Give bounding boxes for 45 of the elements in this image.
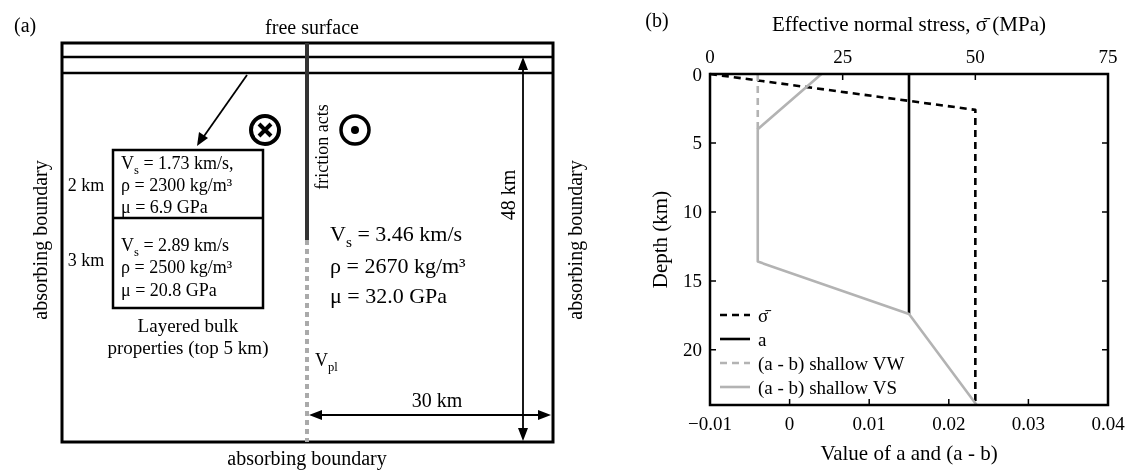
legend-label: (a - b) shallow VS [758, 376, 897, 399]
text: properties (top 5 km) [107, 336, 269, 359]
legend-label: a [758, 328, 767, 350]
text: V$_{s}$ = 3.46 km/s [330, 220, 463, 250]
x2-tick-label: 75 [1098, 45, 1118, 67]
y-tick-label: 20 [683, 339, 702, 361]
text: μ = 6.9 GPa [121, 197, 208, 217]
legend-label: (a - b) shallow VW [758, 352, 905, 375]
y-tick-label: 10 [683, 201, 702, 223]
text: V$_{s}$ = 1.73 km/s, [121, 153, 234, 177]
text: friction acts [312, 104, 332, 190]
text: absorbing boundary [227, 447, 387, 470]
x-tick-label: 0.01 [852, 412, 886, 434]
text: 30 km [411, 389, 463, 411]
text: ρ = 2670 kg/m³ [330, 252, 467, 278]
x2-tick-label: 50 [965, 45, 985, 67]
text: 48 km [497, 169, 519, 221]
x-tick-label: 0.04 [1091, 412, 1126, 434]
text: (b) [645, 9, 669, 32]
y-tick-label: 5 [692, 132, 702, 154]
legend-label: σ̄ [758, 304, 772, 326]
x-tick-label: 0 [784, 412, 795, 434]
y-tick-label: 0 [692, 63, 702, 85]
text: μ = 32.0 GPa [330, 282, 448, 308]
x-tick-label: 0.03 [1011, 412, 1046, 434]
text: Layered bulk [137, 314, 239, 336]
text: ρ = 2500 kg/m³ [121, 257, 233, 277]
x-tick-label: −0.01 [688, 412, 732, 434]
y-tick-label: 15 [683, 270, 702, 292]
text: absorbing boundary [29, 160, 52, 320]
text: (a) [14, 14, 37, 37]
x-tick-label: 0.02 [932, 412, 966, 434]
y-axis-title: Depth (km) [648, 190, 672, 289]
text: free surface [265, 16, 360, 38]
text: 3 km [67, 250, 105, 270]
x-axis-title: Value of a and (a - b) [820, 441, 998, 465]
text: absorbing boundary [564, 160, 587, 320]
line-series [756, 72, 978, 407]
text: V$_{s}$ = 2.89 km/s [121, 235, 230, 259]
text: V$_{pl}$ [315, 350, 339, 374]
text: ρ = 2300 kg/m³ [121, 175, 233, 195]
x2-tick-label: 25 [833, 45, 853, 67]
text: 2 km [67, 175, 105, 195]
x2-axis-title: Effective normal stress, σ̄ (MPa) [772, 12, 1046, 36]
text: μ = 20.8 GPa [121, 280, 217, 300]
